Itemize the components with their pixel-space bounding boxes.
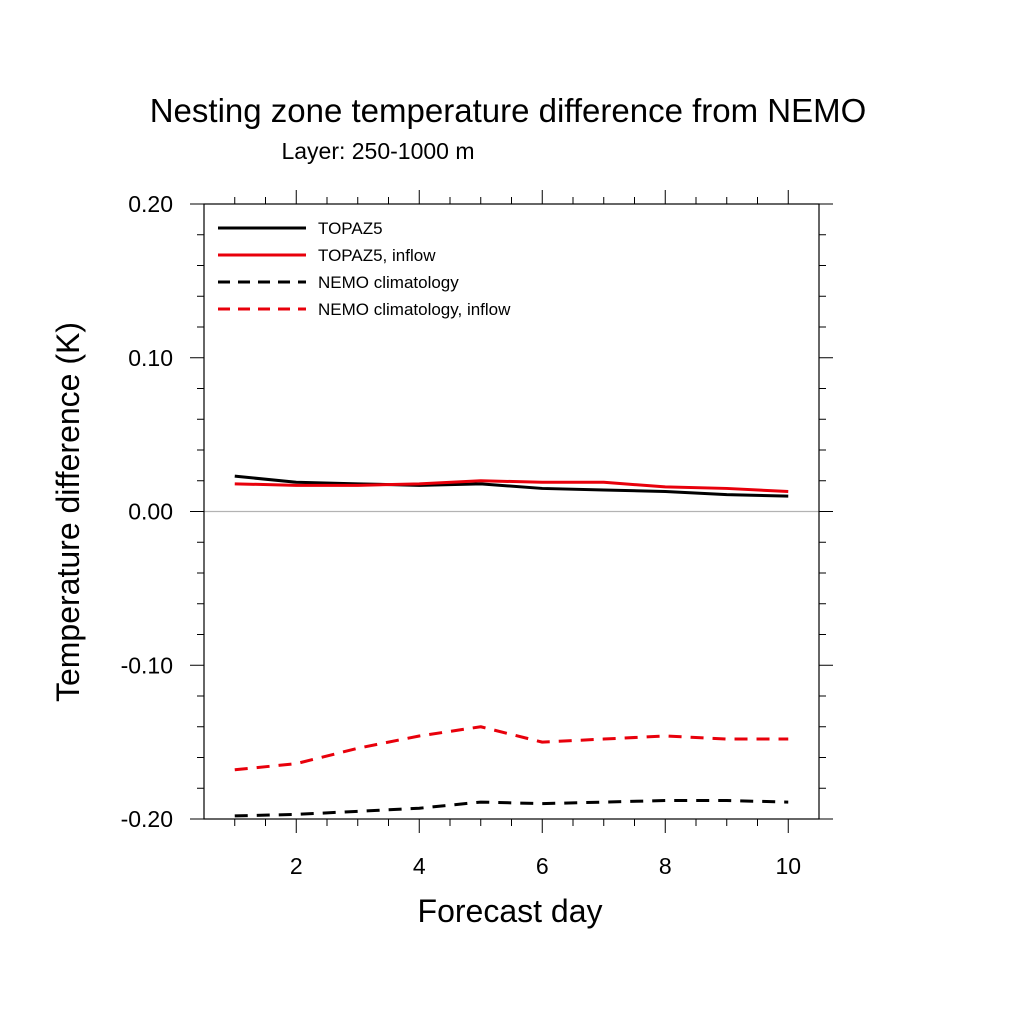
legend: TOPAZ5 TOPAZ5, inflow NEMO climatology NEMO… bbox=[218, 219, 511, 319]
series-line-1 bbox=[234, 479, 789, 494]
x-tick-label: 4 bbox=[413, 853, 426, 879]
y-tick-label: 0.20 bbox=[128, 191, 173, 217]
y-tick-label: 0.10 bbox=[128, 345, 173, 371]
x-tick-label: 8 bbox=[659, 853, 672, 879]
y-tick-label: 0.00 bbox=[128, 499, 173, 525]
legend-label-2: NEMO climatology bbox=[318, 273, 459, 292]
plot-frame-group bbox=[203, 203, 820, 820]
series-group bbox=[234, 474, 789, 818]
legend-label-1: TOPAZ5, inflow bbox=[318, 246, 436, 265]
series-line-0 bbox=[234, 474, 789, 498]
y-tick-label: -0.20 bbox=[121, 806, 173, 832]
legend-label-3: NEMO climatology, inflow bbox=[318, 300, 511, 319]
series-line-3 bbox=[234, 725, 789, 772]
x-tick-label: 6 bbox=[536, 853, 549, 879]
ticks: 2 4 6 8 10 -0.20 -0.10 0.00 0.10 0.20 bbox=[121, 190, 833, 879]
legend-label-0: TOPAZ5 bbox=[318, 219, 383, 238]
chart-title: Nesting zone temperature difference from… bbox=[150, 92, 867, 129]
y-axis-label: Temperature difference (K) bbox=[50, 322, 86, 702]
x-axis-label: Forecast day bbox=[418, 893, 603, 929]
series-line-2 bbox=[234, 799, 789, 818]
x-tick-label: 2 bbox=[290, 853, 303, 879]
chart-subtitle: Layer: 250-1000 m bbox=[281, 138, 474, 164]
y-tick-label: -0.10 bbox=[121, 652, 173, 678]
plot-frame bbox=[203, 203, 820, 820]
x-tick-label: 10 bbox=[775, 853, 801, 879]
